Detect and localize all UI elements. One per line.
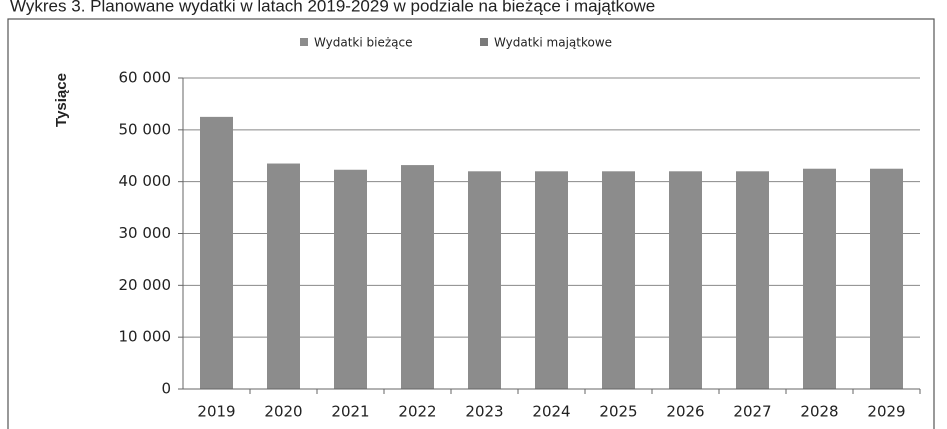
y-tick-label: 40 000 xyxy=(119,172,172,190)
y-tick-label: 10 000 xyxy=(119,328,172,346)
bar xyxy=(669,171,702,389)
y-axis-label: Tysiące xyxy=(53,73,70,127)
legend-swatch xyxy=(300,38,308,46)
y-tick-label: 60 000 xyxy=(119,69,172,87)
bar xyxy=(535,171,568,389)
y-tick-label: 50 000 xyxy=(119,120,172,138)
bar xyxy=(200,116,233,389)
bar xyxy=(602,171,635,389)
x-tick-label: 2021 xyxy=(331,403,369,421)
bar xyxy=(736,171,769,389)
bar xyxy=(803,168,836,389)
bar xyxy=(401,165,434,389)
x-tick-label: 2024 xyxy=(532,403,570,421)
y-tick-label: 30 000 xyxy=(119,224,172,242)
x-tick-label: 2023 xyxy=(465,403,503,421)
x-tick-label: 2026 xyxy=(666,403,704,421)
x-tick-label: 2025 xyxy=(599,403,637,421)
legend-label: Wydatki majątkowe xyxy=(494,36,612,50)
legend-swatch xyxy=(480,38,488,46)
y-tick-label: 20 000 xyxy=(119,276,172,294)
bar xyxy=(468,171,501,389)
x-tick-label: 2027 xyxy=(733,403,771,421)
x-tick-label: 2019 xyxy=(197,403,235,421)
bar xyxy=(334,169,367,389)
x-tick-label: 2029 xyxy=(867,403,905,421)
legend-label: Wydatki bieżące xyxy=(314,36,413,50)
x-tick-label: 2028 xyxy=(800,403,838,421)
bar xyxy=(267,163,300,389)
bar xyxy=(870,168,903,389)
y-tick-label: 0 xyxy=(161,380,171,398)
chart-title: Wykres 3. Planowane wydatki w latach 201… xyxy=(10,0,655,15)
x-tick-label: 2022 xyxy=(398,403,436,421)
x-tick-label: 2020 xyxy=(264,403,302,421)
